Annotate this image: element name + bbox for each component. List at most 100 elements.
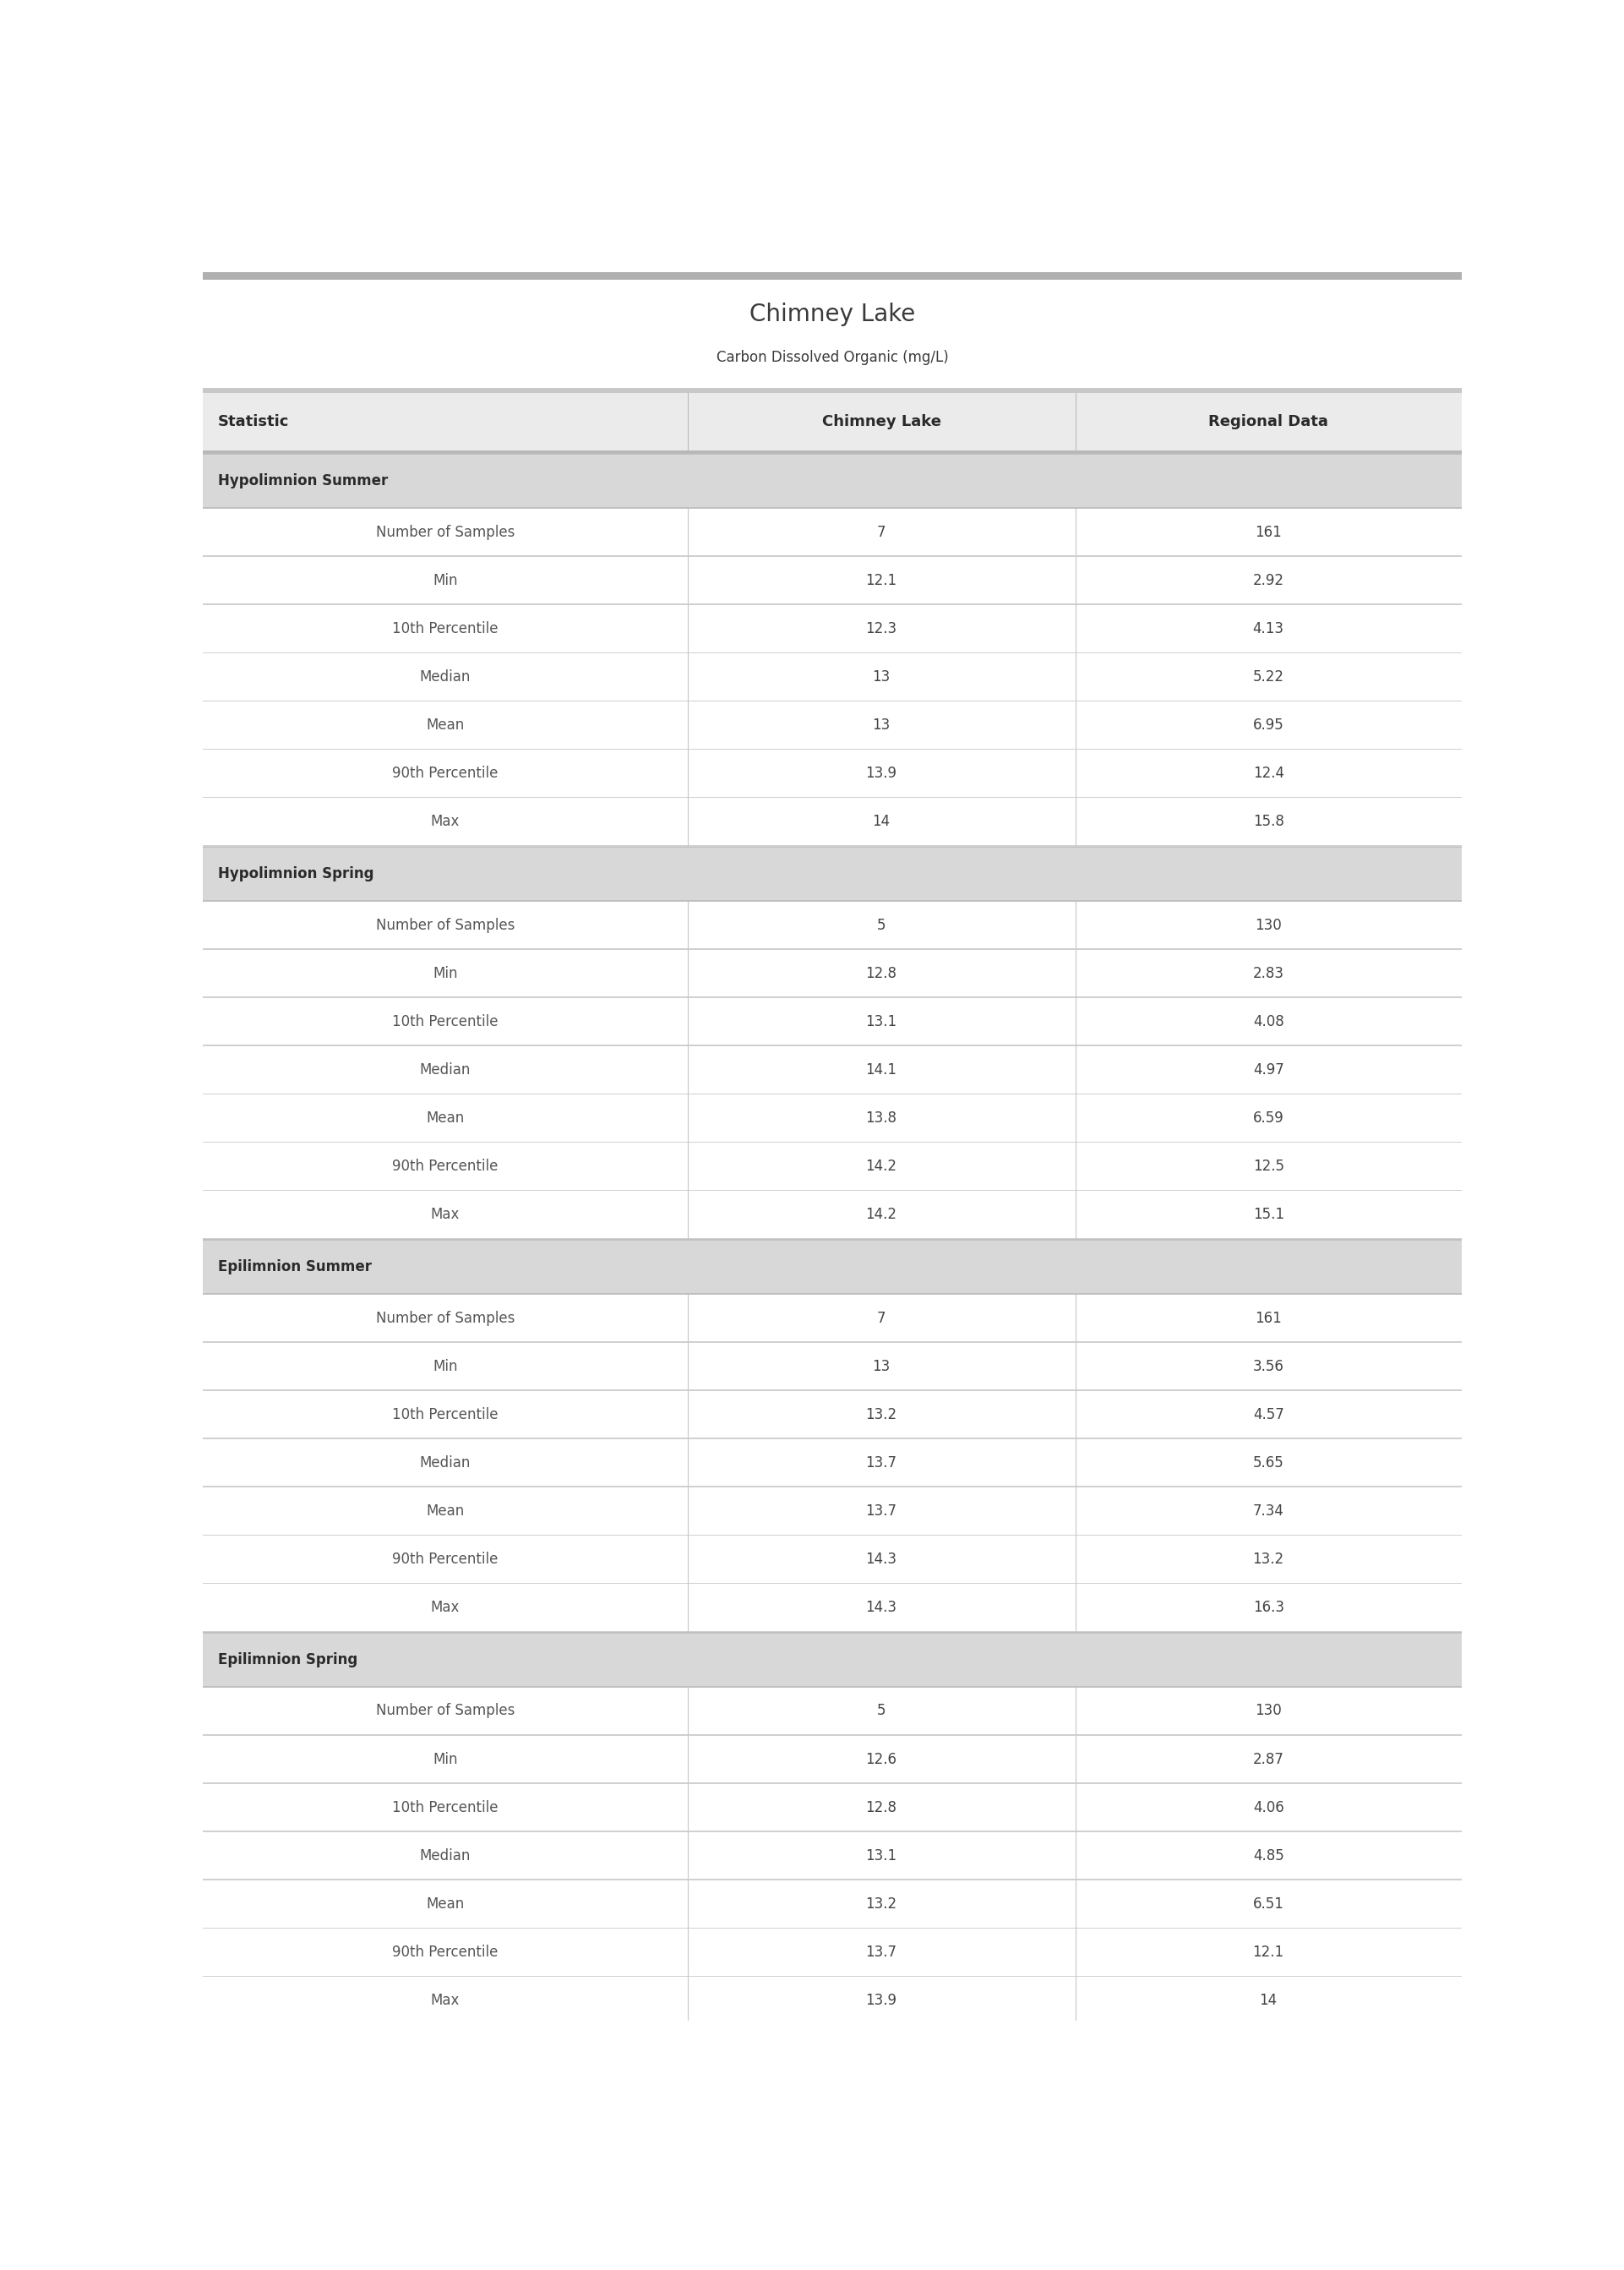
- Text: 13: 13: [872, 717, 890, 733]
- Bar: [203, 388, 1462, 393]
- Text: 4.13: 4.13: [1252, 622, 1285, 636]
- Text: 14.3: 14.3: [866, 1600, 896, 1614]
- Bar: [203, 508, 1462, 556]
- Text: 14.3: 14.3: [866, 1553, 896, 1566]
- Bar: [203, 556, 1462, 604]
- Bar: [203, 1880, 1462, 1927]
- Bar: [203, 901, 1462, 949]
- Bar: [203, 1344, 1462, 1389]
- Text: Median: Median: [419, 1848, 471, 1864]
- Bar: [203, 1737, 1462, 1782]
- Bar: [203, 1537, 1462, 1582]
- Bar: [203, 1242, 1462, 1294]
- Bar: [203, 452, 1462, 454]
- Text: 90th Percentile: 90th Percentile: [393, 765, 499, 781]
- Text: 13.8: 13.8: [866, 1110, 896, 1126]
- Bar: [203, 606, 1462, 651]
- Text: 90th Percentile: 90th Percentile: [393, 1553, 499, 1566]
- Bar: [203, 799, 1462, 844]
- Text: 14.2: 14.2: [866, 1158, 896, 1174]
- Text: Max: Max: [430, 1208, 460, 1221]
- Bar: [203, 1046, 1462, 1094]
- Text: 5.22: 5.22: [1252, 670, 1285, 686]
- Text: 90th Percentile: 90th Percentile: [393, 1945, 499, 1959]
- Text: Mean: Mean: [425, 717, 464, 733]
- Text: 12.1: 12.1: [866, 572, 896, 588]
- Bar: [203, 1142, 1462, 1189]
- Text: 161: 161: [1255, 524, 1281, 540]
- Bar: [203, 1094, 1462, 1142]
- Text: Mean: Mean: [425, 1503, 464, 1519]
- Text: Number of Samples: Number of Samples: [375, 524, 515, 540]
- Text: 4.06: 4.06: [1252, 1800, 1285, 1816]
- Bar: [203, 272, 1462, 279]
- Bar: [203, 1930, 1462, 1975]
- Text: 3.56: 3.56: [1252, 1360, 1285, 1373]
- Text: 13.2: 13.2: [1252, 1553, 1285, 1566]
- Text: Number of Samples: Number of Samples: [375, 917, 515, 933]
- Text: Min: Min: [434, 572, 458, 588]
- Text: 130: 130: [1255, 917, 1281, 933]
- Text: Epilimnion Spring: Epilimnion Spring: [218, 1653, 357, 1668]
- Text: 13.9: 13.9: [866, 1993, 896, 2009]
- Bar: [203, 749, 1462, 797]
- Bar: [203, 654, 1462, 699]
- Text: 5: 5: [877, 1702, 885, 1718]
- Text: 4.57: 4.57: [1252, 1407, 1285, 1421]
- Bar: [203, 1584, 1462, 1630]
- Text: 12.3: 12.3: [866, 622, 896, 636]
- Text: Statistic: Statistic: [218, 413, 289, 429]
- Text: Max: Max: [430, 815, 460, 829]
- Bar: [203, 1832, 1462, 1880]
- Text: 10th Percentile: 10th Percentile: [393, 1800, 499, 1816]
- Bar: [203, 1392, 1462, 1437]
- Text: Median: Median: [419, 1455, 471, 1471]
- Text: 12.4: 12.4: [1252, 765, 1285, 781]
- Text: Hypolimnion Spring: Hypolimnion Spring: [218, 867, 374, 881]
- Text: Number of Samples: Number of Samples: [375, 1310, 515, 1326]
- Text: 6.59: 6.59: [1252, 1110, 1285, 1126]
- Text: 2.83: 2.83: [1252, 965, 1285, 981]
- Text: 12.5: 12.5: [1252, 1158, 1285, 1174]
- Bar: [203, 847, 1462, 901]
- Bar: [203, 454, 1462, 506]
- Text: 4.97: 4.97: [1252, 1062, 1285, 1078]
- Text: Chimney Lake: Chimney Lake: [822, 413, 940, 429]
- Bar: [203, 1294, 1462, 1342]
- Text: 4.85: 4.85: [1252, 1848, 1285, 1864]
- Text: Epilimnion Summer: Epilimnion Summer: [218, 1260, 372, 1273]
- Text: 12.8: 12.8: [866, 1800, 896, 1816]
- Text: 13.9: 13.9: [866, 765, 896, 781]
- Text: 12.6: 12.6: [866, 1752, 896, 1766]
- Bar: [203, 393, 1462, 452]
- Text: 13: 13: [872, 670, 890, 686]
- Text: Mean: Mean: [425, 1110, 464, 1126]
- Text: 14: 14: [872, 815, 890, 829]
- Bar: [203, 1977, 1462, 2025]
- Text: 6.95: 6.95: [1252, 717, 1285, 733]
- Text: 13.1: 13.1: [866, 1848, 896, 1864]
- Bar: [203, 1634, 1462, 1687]
- Text: Median: Median: [419, 1062, 471, 1078]
- Text: 7.34: 7.34: [1252, 1503, 1285, 1519]
- Bar: [203, 701, 1462, 749]
- Text: 4.08: 4.08: [1252, 1015, 1285, 1028]
- Text: 13.2: 13.2: [866, 1895, 896, 1911]
- Text: Max: Max: [430, 1993, 460, 2009]
- Text: 13.1: 13.1: [866, 1015, 896, 1028]
- Text: 12.8: 12.8: [866, 965, 896, 981]
- Text: 13.7: 13.7: [866, 1945, 896, 1959]
- Text: 13.2: 13.2: [866, 1407, 896, 1421]
- Text: Max: Max: [430, 1600, 460, 1614]
- Text: Chimney Lake: Chimney Lake: [749, 302, 916, 327]
- Text: 6.51: 6.51: [1252, 1895, 1285, 1911]
- Text: 14.2: 14.2: [866, 1208, 896, 1221]
- Bar: [203, 1439, 1462, 1487]
- Text: Number of Samples: Number of Samples: [375, 1702, 515, 1718]
- Bar: [203, 1784, 1462, 1832]
- Text: 12.1: 12.1: [1252, 1945, 1285, 1959]
- Text: 90th Percentile: 90th Percentile: [393, 1158, 499, 1174]
- Bar: [203, 1192, 1462, 1237]
- Bar: [203, 279, 1462, 388]
- Text: 13.7: 13.7: [866, 1455, 896, 1471]
